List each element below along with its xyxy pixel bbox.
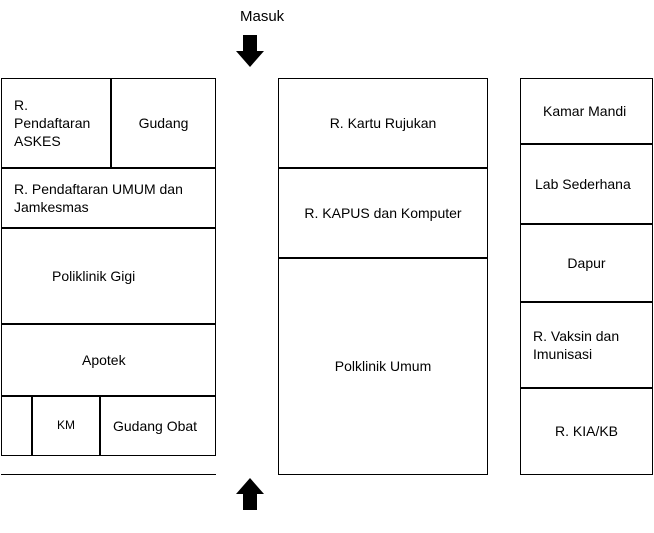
room-kamar-mandi: Kamar Mandi <box>520 78 653 144</box>
label-gudang: Gudang <box>139 114 189 132</box>
room-gudang: Gudang <box>111 78 216 168</box>
room-left-bottom-strip <box>1 396 32 456</box>
room-vaksin-imunisasi: R. Vaksin dan Imunisasi <box>520 302 653 388</box>
arrow-bottom-body <box>243 494 257 510</box>
room-kia-kb: R. KIA/KB <box>520 388 653 475</box>
label-km: KM <box>57 418 75 434</box>
room-pendaftaran-askes: R. Pendaftaran ASKES <box>1 78 111 168</box>
label-poliklinik-umum: Polklinik Umum <box>335 357 431 375</box>
room-kapus-komputer: R. KAPUS dan Komputer <box>278 168 488 258</box>
room-gudang-obat: Gudang Obat <box>100 396 216 456</box>
entrance-label: Masuk <box>240 8 284 25</box>
label-pendaftaran-umum: R. Pendaftaran UMUM dan Jamkesmas <box>14 180 203 216</box>
label-lab-sederhana: Lab Sederhana <box>535 175 631 193</box>
label-poliklinik-gigi: Poliklinik Gigi <box>52 267 135 285</box>
room-poliklinik-gigi: Poliklinik Gigi <box>1 228 216 324</box>
label-kamar-mandi: Kamar Mandi <box>543 102 626 120</box>
label-kapus-komputer: R. KAPUS dan Komputer <box>304 204 461 222</box>
room-pendaftaran-umum: R. Pendaftaran UMUM dan Jamkesmas <box>1 168 216 228</box>
arrow-top-body <box>243 35 257 51</box>
label-kartu-rujukan: R. Kartu Rujukan <box>330 114 437 132</box>
room-apotek: Apotek <box>1 324 216 396</box>
room-dapur: Dapur <box>520 224 653 302</box>
label-vaksin-imunisasi: R. Vaksin dan Imunisasi <box>533 327 640 363</box>
arrow-top-head <box>236 51 264 67</box>
label-kia-kb: R. KIA/KB <box>555 422 618 440</box>
label-apotek: Apotek <box>82 351 126 369</box>
entrance-text: Masuk <box>240 8 284 25</box>
left-block-bottom-border <box>1 474 216 475</box>
label-dapur: Dapur <box>567 254 605 272</box>
room-km: KM <box>32 396 100 456</box>
label-pendaftaran-askes: R. Pendaftaran ASKES <box>14 96 98 151</box>
arrow-bottom-head <box>236 478 264 494</box>
room-kartu-rujukan: R. Kartu Rujukan <box>278 78 488 168</box>
floorplan-container: Masuk R. Pendaftaran ASKES Gudang R. Pen… <box>0 0 654 533</box>
room-poliklinik-umum: Polklinik Umum <box>278 258 488 475</box>
label-gudang-obat: Gudang Obat <box>113 417 197 435</box>
room-lab-sederhana: Lab Sederhana <box>520 144 653 224</box>
